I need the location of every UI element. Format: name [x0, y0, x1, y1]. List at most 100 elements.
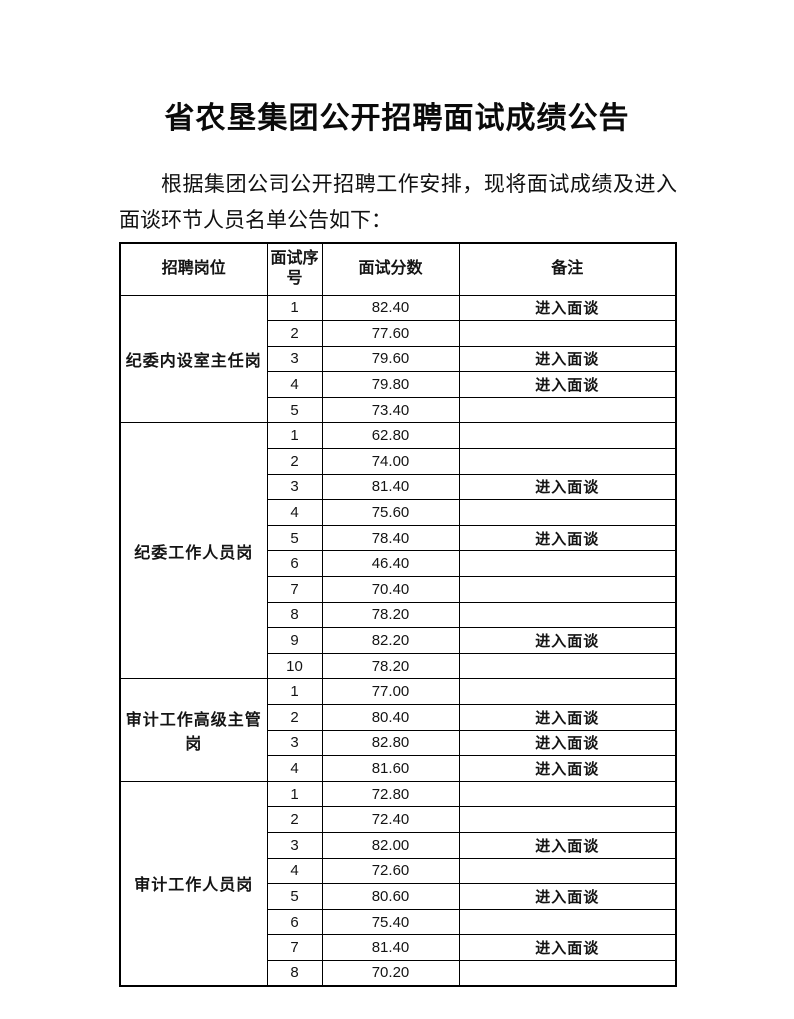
seq-cell: 5 [266, 883, 323, 910]
remark-cell [458, 678, 677, 705]
score-cell: 82.00 [321, 831, 460, 859]
seq-cell: 1 [266, 422, 323, 450]
seq-cell: 4 [266, 499, 323, 526]
remark-cell [458, 652, 677, 680]
table-row: 4 72.60 [120, 857, 677, 885]
score-cell: 70.40 [321, 576, 460, 603]
seq-cell: 4 [266, 857, 323, 885]
table-row: 4 75.60 [120, 499, 677, 526]
table-row: 3 82.80 进入面谈 [120, 729, 677, 757]
table-header-row: 招聘岗位 面试序号 面试分数 备注 [119, 242, 677, 296]
table-row: 2 77.60 [120, 320, 677, 347]
score-cell: 79.80 [321, 371, 460, 398]
seq-cell: 4 [266, 371, 323, 398]
table-row: 纪委内设室主任岗 1 82.40 进入面谈 [119, 294, 677, 424]
table-row: 3 79.60 进入面谈 [120, 345, 677, 373]
seq-cell: 2 [266, 704, 323, 731]
table-row: 3 81.40 进入面谈 [120, 473, 677, 501]
remark-cell [458, 576, 677, 603]
remark-cell [458, 908, 677, 936]
seq-cell: 10 [266, 652, 323, 680]
seq-cell: 6 [266, 550, 323, 578]
table-row: 6 46.40 [120, 550, 677, 578]
table-row: 2 74.00 [120, 448, 677, 475]
seq-cell: 8 [266, 601, 323, 629]
score-cell: 82.80 [321, 729, 460, 757]
table-row: 6 75.40 [120, 908, 677, 936]
remark-cell: 进入面谈 [458, 345, 677, 373]
remark-cell: 进入面谈 [458, 934, 677, 961]
remark-cell [458, 396, 677, 424]
table-row: 审计工作高级主管岗 1 77.00 [119, 678, 677, 782]
score-cell: 78.20 [321, 601, 460, 629]
table-row: 9 82.20 进入面谈 [120, 627, 677, 654]
seq-cell: 1 [266, 780, 323, 808]
score-cell: 77.00 [321, 678, 460, 705]
score-cell: 72.60 [321, 857, 460, 885]
score-cell: 80.60 [321, 883, 460, 910]
remark-cell [458, 320, 677, 347]
score-cell: 72.80 [321, 780, 460, 808]
score-cell: 74.00 [321, 448, 460, 475]
table-row: 2 80.40 进入面谈 [120, 704, 677, 731]
remark-cell [458, 806, 677, 833]
seq-cell: 2 [266, 448, 323, 475]
table-row: 4 79.80 进入面谈 [120, 371, 677, 398]
page-title: 省农垦集团公开招聘面试成绩公告 [164, 102, 630, 135]
intro-paragraph: 根据集团公司公开招聘工作安排，现将面试成绩及进入面谈环节人员名单公告如下： [119, 172, 677, 232]
seq-cell: 5 [266, 524, 323, 552]
remark-cell [458, 780, 677, 808]
table-row: 4 81.60 进入面谈 [120, 755, 677, 782]
table-row: 8 70.20 [120, 959, 677, 987]
position-cell: 纪委内设室主任岗 [119, 294, 268, 424]
remark-cell: 进入面谈 [458, 755, 677, 782]
interview-score-table: 招聘岗位 面试序号 面试分数 备注 纪委内设室主任岗 1 82.40 进入面谈 2 77.60 3… [119, 242, 677, 988]
score-cell: 78.20 [321, 652, 460, 680]
seq-cell: 2 [266, 320, 323, 347]
score-cell: 72.40 [321, 806, 460, 833]
remark-cell: 进入面谈 [458, 294, 677, 322]
seq-cell: 4 [266, 755, 323, 782]
seq-cell: 1 [266, 294, 323, 322]
seq-cell: 3 [266, 345, 323, 373]
remark-cell: 进入面谈 [458, 371, 677, 398]
table-row: 3 82.00 进入面谈 [120, 831, 677, 859]
position-cell: 纪委工作人员岗 [119, 422, 268, 680]
column-header-remark: 备注 [458, 242, 677, 296]
remark-cell [458, 422, 677, 450]
score-cell: 79.60 [321, 345, 460, 373]
table-body: 纪委内设室主任岗 1 82.40 进入面谈 2 77.60 3 79.60 进入面谈 4 79.80… [119, 294, 677, 987]
score-cell: 81.60 [321, 755, 460, 782]
seq-cell: 7 [266, 934, 323, 961]
remark-cell: 进入面谈 [458, 704, 677, 731]
remark-cell [458, 550, 677, 578]
remark-cell: 进入面谈 [458, 524, 677, 552]
remark-cell [458, 448, 677, 475]
table-row: 10 78.20 [120, 652, 677, 680]
table-row: 2 72.40 [120, 806, 677, 833]
score-cell: 77.60 [321, 320, 460, 347]
remark-cell [458, 959, 677, 987]
seq-cell: 3 [266, 729, 323, 757]
remark-cell: 进入面谈 [458, 831, 677, 859]
seq-cell: 1 [266, 678, 323, 705]
table-row: 纪委工作人员岗 1 62.80 [119, 422, 677, 680]
remark-cell [458, 499, 677, 526]
score-cell: 82.40 [321, 294, 460, 322]
score-cell: 80.40 [321, 704, 460, 731]
remark-cell [458, 601, 677, 629]
table-row: 5 80.60 进入面谈 [120, 883, 677, 910]
remark-cell [458, 857, 677, 885]
remark-cell: 进入面谈 [458, 473, 677, 501]
column-header-seq: 面试序号 [266, 242, 323, 296]
score-cell: 81.40 [321, 473, 460, 501]
column-header-score: 面试分数 [321, 242, 460, 296]
column-header-position: 招聘岗位 [119, 242, 268, 296]
score-cell: 75.60 [321, 499, 460, 526]
score-cell: 70.20 [321, 959, 460, 987]
score-cell: 81.40 [321, 934, 460, 961]
table-row: 5 78.40 进入面谈 [120, 524, 677, 552]
seq-cell: 9 [266, 627, 323, 654]
seq-cell: 7 [266, 576, 323, 603]
